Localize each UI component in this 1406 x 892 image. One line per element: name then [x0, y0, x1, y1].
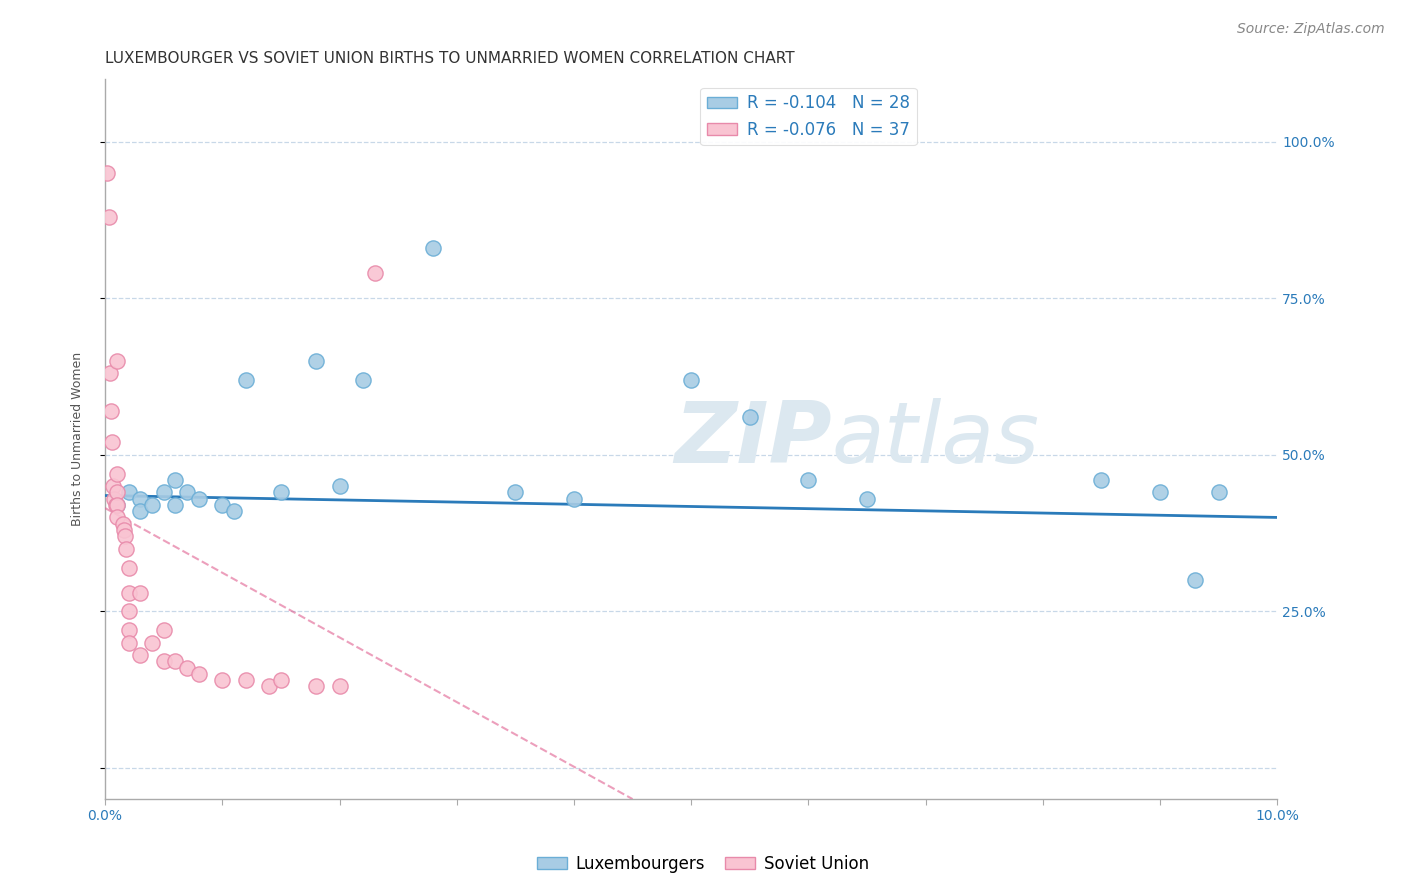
Point — [141, 498, 163, 512]
Text: LUXEMBOURGER VS SOVIET UNION BIRTHS TO UNMARRIED WOMEN CORRELATION CHART: LUXEMBOURGER VS SOVIET UNION BIRTHS TO U… — [105, 51, 794, 66]
Point — [117, 604, 139, 618]
Point — [141, 635, 163, 649]
Point — [270, 673, 292, 688]
Point — [1208, 485, 1230, 500]
Point — [270, 485, 292, 500]
Point — [187, 491, 209, 506]
Point — [176, 485, 198, 500]
Point — [305, 680, 328, 694]
Point — [105, 498, 128, 512]
Point — [152, 654, 174, 668]
Point — [104, 498, 127, 512]
Point — [235, 373, 257, 387]
Text: Source: ZipAtlas.com: Source: ZipAtlas.com — [1237, 22, 1385, 37]
Point — [129, 504, 152, 518]
Point — [111, 516, 134, 531]
Point — [115, 541, 138, 556]
Point — [505, 485, 527, 500]
Text: ZIP: ZIP — [675, 398, 832, 481]
Text: atlas: atlas — [832, 398, 1040, 481]
Y-axis label: Births to Unmarried Women: Births to Unmarried Women — [72, 352, 84, 526]
Point — [97, 210, 120, 224]
Legend: Luxembourgers, Soviet Union: Luxembourgers, Soviet Union — [530, 848, 876, 880]
Point — [187, 666, 209, 681]
Point — [152, 623, 174, 637]
Point — [211, 673, 233, 688]
Point — [222, 504, 245, 518]
Point — [738, 410, 761, 425]
Point — [211, 498, 233, 512]
Point — [165, 473, 187, 487]
Point — [105, 467, 128, 481]
Point — [98, 367, 121, 381]
Point — [105, 510, 128, 524]
Point — [1090, 473, 1112, 487]
Point — [129, 585, 152, 599]
Point — [165, 498, 187, 512]
Point — [100, 404, 122, 418]
Point — [1149, 485, 1171, 500]
Point — [856, 491, 879, 506]
Point — [114, 529, 136, 543]
Point — [96, 166, 118, 180]
Point — [117, 623, 139, 637]
Point — [328, 680, 350, 694]
Point — [105, 485, 128, 500]
Point — [117, 585, 139, 599]
Point — [797, 473, 820, 487]
Point — [422, 241, 444, 255]
Point — [117, 635, 139, 649]
Point — [352, 373, 374, 387]
Point — [1184, 573, 1206, 587]
Point — [257, 680, 280, 694]
Point — [129, 648, 152, 662]
Point — [103, 491, 125, 506]
Point — [305, 354, 328, 368]
Point — [176, 660, 198, 674]
Point — [105, 354, 128, 368]
Point — [681, 373, 703, 387]
Point — [101, 435, 124, 450]
Point — [152, 485, 174, 500]
Point — [235, 673, 257, 688]
Point — [103, 479, 125, 493]
Point — [363, 266, 385, 280]
Point — [112, 523, 135, 537]
Point — [562, 491, 585, 506]
Point — [105, 498, 128, 512]
Legend: R = -0.104   N = 28, R = -0.076   N = 37: R = -0.104 N = 28, R = -0.076 N = 37 — [700, 87, 917, 145]
Point — [328, 479, 350, 493]
Point — [129, 491, 152, 506]
Point — [165, 654, 187, 668]
Point — [117, 560, 139, 574]
Point — [117, 485, 139, 500]
